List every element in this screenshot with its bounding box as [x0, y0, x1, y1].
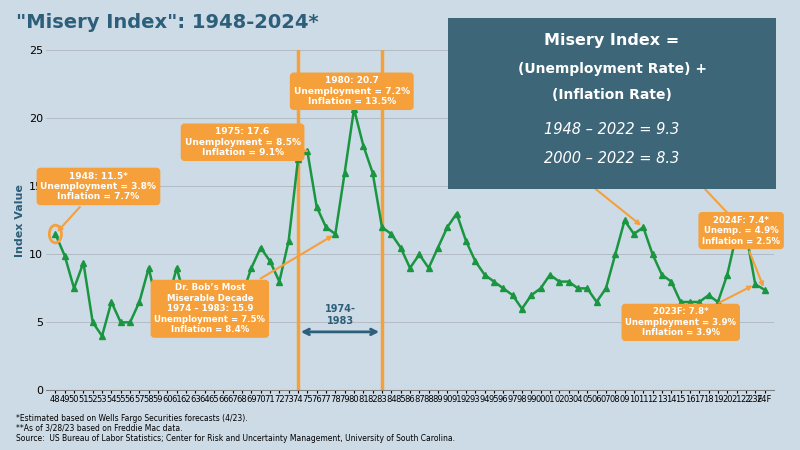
Text: **As of 3/28/23 based on Freddie Mac data.: **As of 3/28/23 based on Freddie Mac dat… — [16, 424, 182, 433]
Text: 2023F: 7.8*
Unemployment = 3.9%
Inflation = 3.9%: 2023F: 7.8* Unemployment = 3.9% Inflatio… — [626, 287, 750, 337]
Text: 2024F: 7.4*
Unemp. = 4.9%
Inflation = 2.5%: 2024F: 7.4* Unemp. = 4.9% Inflation = 2.… — [702, 216, 780, 285]
Text: (Inflation Rate): (Inflation Rate) — [552, 88, 672, 102]
Text: (Unemployment Rate) +: (Unemployment Rate) + — [518, 62, 706, 77]
Text: 2000 – 2022 = 8.3: 2000 – 2022 = 8.3 — [544, 151, 680, 166]
Text: Source:  US Bureau of Labor Statistics; Center for Risk and Uncertainty Manageme: Source: US Bureau of Labor Statistics; C… — [16, 434, 455, 443]
Y-axis label: Index Value: Index Value — [15, 184, 25, 257]
Text: Dr. Bob’s Most
Miserable Decade
1974 – 1983: 15.9
Unemployment = 7.5%
Inflation : Dr. Bob’s Most Miserable Decade 1974 – 1… — [154, 237, 331, 334]
Text: 1980: 20.7
Unemployment = 7.2%
Inflation = 13.5%: 1980: 20.7 Unemployment = 7.2% Inflation… — [294, 76, 410, 106]
Text: 1974-
1983: 1974- 1983 — [325, 304, 355, 326]
Text: 1948: 11.5*
Unemployment = 3.8%
Inflation = 7.7%: 1948: 11.5* Unemployment = 3.8% Inflatio… — [41, 171, 157, 230]
Text: Misery Index =: Misery Index = — [544, 33, 680, 48]
Text: "Misery Index": 1948-2024*: "Misery Index": 1948-2024* — [16, 14, 318, 32]
Text: 2011: 12.0
Unemployment = 8.9%
Inflation = 3.1%: 2011: 12.0 Unemployment = 8.9% Inflation… — [479, 127, 639, 224]
Text: 2022: 11.6
Unemployment = 3.6%
Inflation = 8.0%: 2022: 11.6 Unemployment = 3.6% Inflation… — [603, 127, 742, 229]
Text: 1975: 17.6
Unemployment = 8.5%
Inflation = 9.1%: 1975: 17.6 Unemployment = 8.5% Inflation… — [185, 127, 307, 157]
Text: *Estimated based on Wells Fargo Securities forecasts (4/23).: *Estimated based on Wells Fargo Securiti… — [16, 414, 248, 423]
Text: 1948 – 2022 = 9.3: 1948 – 2022 = 9.3 — [544, 122, 680, 137]
